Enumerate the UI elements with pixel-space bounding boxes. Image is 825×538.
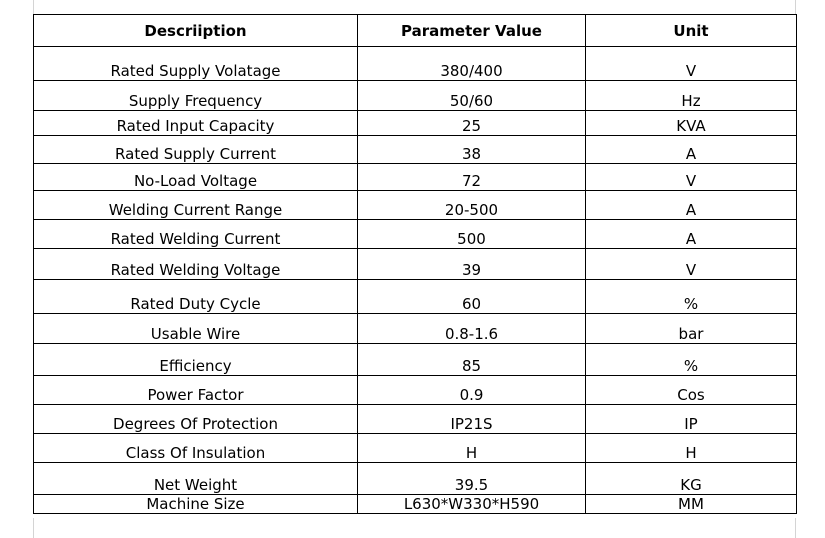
table-row: Class Of Insulation H H	[33, 433, 797, 463]
row-unit: KVA	[585, 110, 797, 136]
row-description: Rated Welding Voltage	[33, 248, 358, 280]
row-description: Degrees Of Protection	[33, 404, 358, 434]
row-value: 0.9	[357, 375, 586, 405]
header-unit: Unit	[585, 14, 797, 47]
row-value: 72	[357, 163, 586, 191]
row-unit: %	[585, 279, 797, 314]
row-description: Machine Size	[33, 494, 358, 514]
row-description: Efficiency	[33, 343, 358, 376]
table-row: Machine Size L630*W330*H590 MM	[33, 494, 797, 514]
row-value: 38	[357, 135, 586, 164]
row-unit: V	[585, 163, 797, 191]
row-value: 85	[357, 343, 586, 376]
row-description: No-Load Voltage	[33, 163, 358, 191]
row-unit: %	[585, 343, 797, 376]
header-parameter-value: Parameter Value	[357, 14, 586, 47]
row-unit: A	[585, 219, 797, 249]
row-unit: V	[585, 46, 797, 81]
row-value: 20-500	[357, 190, 586, 220]
table-header-row: Descriiption Parameter Value Unit	[33, 14, 797, 47]
row-value: 500	[357, 219, 586, 249]
table-top-margin	[33, 0, 796, 14]
table-row: Rated Supply Current 38 A	[33, 135, 797, 164]
row-value: 0.8-1.6	[357, 313, 586, 344]
table-row: Degrees Of Protection IP21S IP	[33, 404, 797, 434]
row-unit: MM	[585, 494, 797, 514]
row-unit: H	[585, 433, 797, 463]
row-description: Net Weight	[33, 462, 358, 495]
row-value: 50/60	[357, 80, 586, 111]
specification-table: Descriiption Parameter Value Unit Rated …	[33, 14, 797, 514]
row-unit: Hz	[585, 80, 797, 111]
row-unit: IP	[585, 404, 797, 434]
header-description: Descriiption	[33, 14, 358, 47]
table-row: Rated Supply Volatage 380/400 V	[33, 46, 797, 81]
row-value: 60	[357, 279, 586, 314]
row-value: H	[357, 433, 586, 463]
row-description: Rated Welding Current	[33, 219, 358, 249]
row-unit: Cos	[585, 375, 797, 405]
row-unit: A	[585, 190, 797, 220]
row-unit: KG	[585, 462, 797, 495]
row-description: Class Of Insulation	[33, 433, 358, 463]
table-row: Efficiency 85 %	[33, 343, 797, 376]
table-row: Usable Wire 0.8-1.6 bar	[33, 313, 797, 344]
row-unit: A	[585, 135, 797, 164]
table-row: Welding Current Range 20-500 A	[33, 190, 797, 220]
row-description: Power Factor	[33, 375, 358, 405]
table-row: Rated Welding Voltage 39 V	[33, 248, 797, 280]
table-bottom-margin	[33, 518, 796, 538]
table-row: No-Load Voltage 72 V	[33, 163, 797, 191]
row-value: 39	[357, 248, 586, 280]
row-description: Rated Input Capacity	[33, 110, 358, 136]
row-unit: V	[585, 248, 797, 280]
row-value: 25	[357, 110, 586, 136]
row-description: Rated Supply Current	[33, 135, 358, 164]
table-row: Power Factor 0.9 Cos	[33, 375, 797, 405]
table-row: Rated Input Capacity 25 KVA	[33, 110, 797, 136]
row-description: Rated Duty Cycle	[33, 279, 358, 314]
row-value: 39.5	[357, 462, 586, 495]
row-value: L630*W330*H590	[357, 494, 586, 514]
row-description: Supply Frequency	[33, 80, 358, 111]
row-description: Rated Supply Volatage	[33, 46, 358, 81]
row-value: IP21S	[357, 404, 586, 434]
row-description: Welding Current Range	[33, 190, 358, 220]
table-row: Supply Frequency 50/60 Hz	[33, 80, 797, 111]
row-unit: bar	[585, 313, 797, 344]
row-description: Usable Wire	[33, 313, 358, 344]
row-value: 380/400	[357, 46, 586, 81]
table-row: Net Weight 39.5 KG	[33, 462, 797, 495]
table-row: Rated Duty Cycle 60 %	[33, 279, 797, 314]
table-row: Rated Welding Current 500 A	[33, 219, 797, 249]
